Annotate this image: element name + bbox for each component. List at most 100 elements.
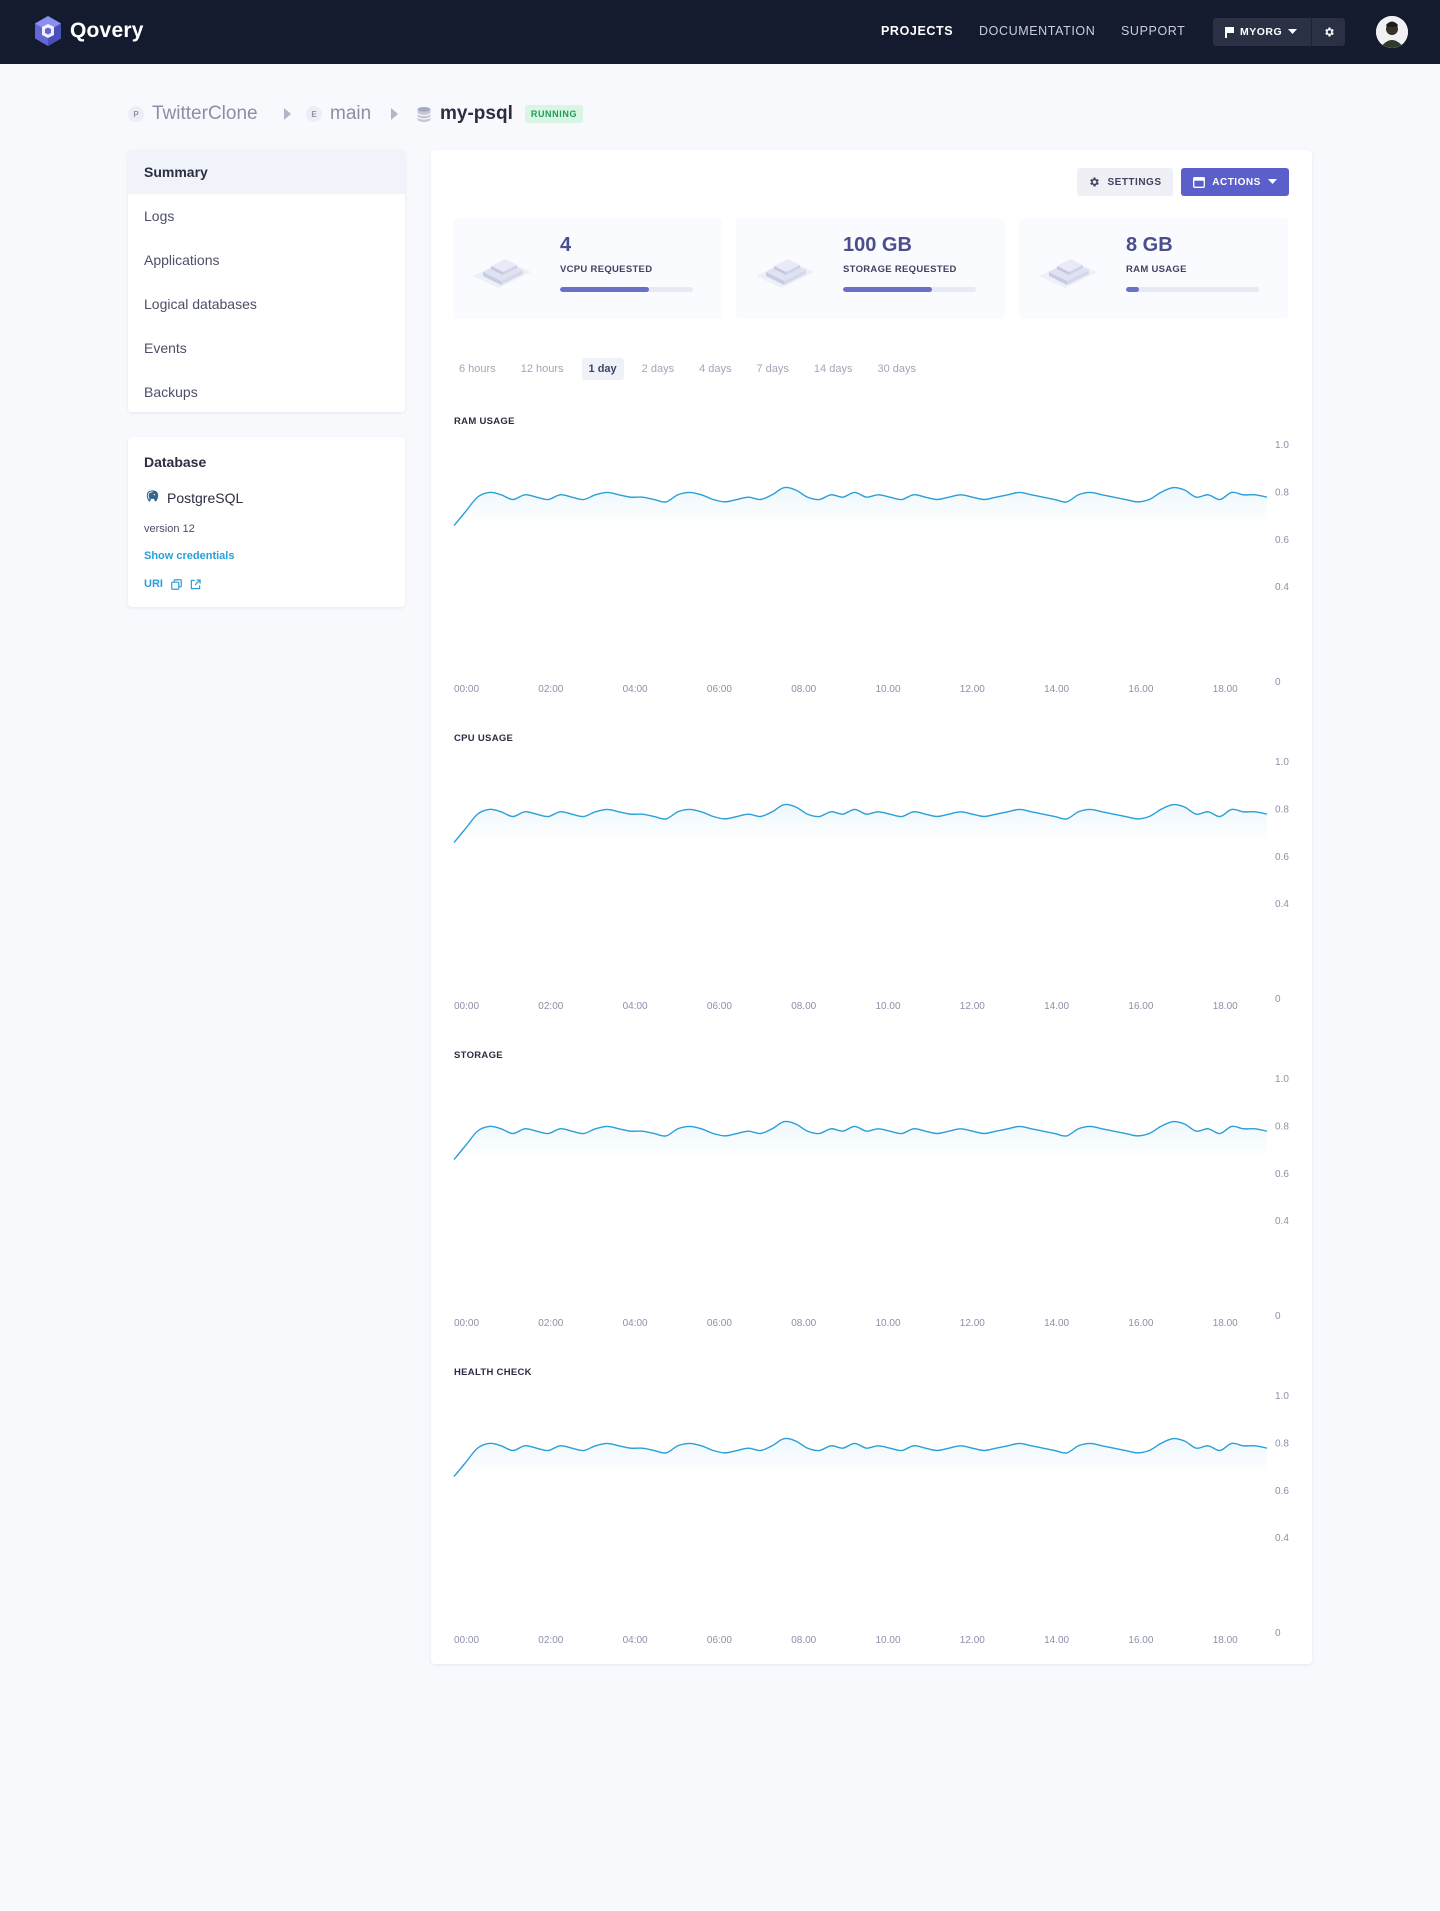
stat-label: STORAGE REQUESTED — [843, 264, 957, 275]
y-tick-label: 0.8 — [1275, 487, 1289, 498]
chart-health-check: HEALTH CHECK 1.0 0.8 0.6 0.4 0 00:00 02:00 04:0… — [431, 1367, 1312, 1657]
org-settings-button[interactable] — [1311, 18, 1345, 46]
x-tick-label: 10.00 — [876, 1001, 901, 1012]
y-tick-label: 0.4 — [1275, 582, 1289, 593]
x-tick-label: 02:00 — [538, 1635, 563, 1646]
main-panel: SETTINGS ACTIONS 4 VCPU REQUESTED — [431, 150, 1312, 1664]
stat-card-vcpu: 4 VCPU REQUESTED — [453, 218, 722, 319]
x-tick-label: 06:00 — [707, 1318, 732, 1329]
x-tick-label: 10.00 — [876, 684, 901, 695]
x-tick-label: 14.00 — [1044, 1001, 1069, 1012]
org-name: MYORG — [1240, 26, 1283, 38]
x-tick-label: 14.00 — [1044, 1635, 1069, 1646]
x-tick-label: 06:00 — [707, 684, 732, 695]
stat-label: VCPU REQUESTED — [560, 264, 653, 275]
y-tick-label: 0 — [1275, 994, 1281, 1005]
time-range-option[interactable]: 30 days — [877, 363, 916, 375]
breadcrumb-project[interactable]: P TwitterClone — [128, 100, 258, 128]
brand-logo[interactable]: Qovery — [34, 15, 144, 47]
copy-icon[interactable] — [171, 578, 182, 590]
time-range-option[interactable]: 4 days — [699, 363, 732, 375]
time-range-selector: 6 hours 12 hours 1 day 2 days 4 days 7 d… — [452, 358, 934, 380]
time-range-option[interactable]: 14 days — [813, 363, 853, 375]
nav-link-support[interactable]: SUPPORT — [1121, 24, 1186, 38]
x-tick-label: 00:00 — [454, 1318, 479, 1329]
y-tick-label: 1.0 — [1275, 440, 1289, 451]
chart-plot: 1.0 0.8 0.6 0.4 0 00:00 02:00 04:00 06:00 08.00 10… — [453, 440, 1289, 695]
stat-card-storage: 100 GB STORAGE REQUESTED — [736, 218, 1005, 319]
chart-plot: 1.0 0.8 0.6 0.4 0 00:00 02:00 04:00 06:00 08.00 10… — [453, 1074, 1289, 1329]
nav-link-documentation[interactable]: DOCUMENTATION — [979, 24, 1096, 38]
user-avatar[interactable] — [1376, 16, 1408, 48]
x-tick-label: 14.00 — [1044, 684, 1069, 695]
time-range-option[interactable]: 7 days — [756, 363, 789, 375]
qovery-logo-icon — [35, 16, 61, 46]
sidebar-item-applications[interactable]: Applications — [144, 252, 220, 268]
x-tick-label: 12.00 — [960, 1635, 985, 1646]
x-tick-label: 16.00 — [1128, 1635, 1153, 1646]
database-engine: PostgreSQL — [144, 489, 243, 506]
actions-button-label: ACTIONS — [1212, 176, 1261, 188]
y-tick-label: 0.4 — [1275, 899, 1289, 910]
time-range-option[interactable]: 2 days — [641, 363, 675, 375]
stat-progress-bar — [1126, 287, 1259, 292]
breadcrumb-separator-icon — [391, 108, 398, 120]
x-tick-label: 08.00 — [791, 1318, 816, 1329]
brand-name: Qovery — [70, 19, 144, 42]
series-line — [453, 1120, 1268, 1161]
y-tick-label: 1.0 — [1275, 1074, 1289, 1085]
org-flag-icon — [1225, 26, 1234, 38]
y-tick-label: 0.6 — [1275, 1169, 1289, 1180]
server-illustration-icon — [756, 259, 814, 288]
page-title: my-psql — [440, 103, 513, 124]
stat-value: 4 — [560, 234, 572, 256]
x-tick-label: 18.00 — [1213, 1318, 1238, 1329]
x-tick-label: 00:00 — [454, 684, 479, 695]
x-tick-label: 04:00 — [623, 1635, 648, 1646]
show-credentials-link[interactable]: Show credentials — [144, 550, 235, 562]
y-tick-label: 0.4 — [1275, 1533, 1289, 1544]
org-switcher: MYORG — [1213, 18, 1345, 46]
breadcrumb-project-name: TwitterClone — [152, 103, 258, 124]
org-select[interactable]: MYORG — [1213, 18, 1311, 46]
sidebar-item-summary[interactable]: Summary — [128, 150, 405, 194]
time-range-option[interactable]: 12 hours — [520, 363, 564, 375]
y-tick-label: 0.6 — [1275, 535, 1289, 546]
time-range-option[interactable]: 1 day — [581, 358, 624, 380]
x-tick-label: 02:00 — [538, 1318, 563, 1329]
y-tick-label: 0.8 — [1275, 1121, 1289, 1132]
y-tick-label: 0 — [1275, 1311, 1281, 1322]
sidebar-item-backups[interactable]: Backups — [144, 384, 198, 400]
x-tick-label: 16.00 — [1128, 1001, 1153, 1012]
sidebar-item-logical-databases[interactable]: Logical databases — [144, 296, 257, 312]
chart-title: RAM USAGE — [454, 416, 515, 427]
x-tick-label: 04:00 — [623, 1318, 648, 1329]
stat-progress-fill — [843, 287, 933, 292]
database-uri: URI — [144, 578, 201, 590]
breadcrumb-environment-name: main — [330, 103, 372, 124]
y-tick-label: 1.0 — [1275, 1391, 1289, 1402]
x-tick-label: 06:00 — [707, 1635, 732, 1646]
x-tick-label: 18.00 — [1213, 1001, 1238, 1012]
breadcrumb-environment[interactable]: E main — [306, 100, 371, 128]
settings-button[interactable]: SETTINGS — [1077, 168, 1173, 196]
database-version: version 12 — [144, 523, 195, 535]
stat-card-ram: 8 GB RAM USAGE — [1019, 218, 1288, 319]
actions-button[interactable]: ACTIONS — [1181, 168, 1289, 196]
top-navbar: Qovery PROJECTS DOCUMENTATION SUPPORT MY… — [0, 0, 1440, 64]
time-range-option[interactable]: 6 hours — [459, 363, 496, 375]
series-line — [453, 803, 1268, 844]
nav-link-projects[interactable]: PROJECTS — [881, 24, 954, 38]
uri-label[interactable]: URI — [144, 578, 163, 590]
stat-progress-fill — [1126, 287, 1140, 292]
chart-ram-usage: RAM USAGE 1.0 0.8 0.6 0.4 0 00:00 02:00 04:00 06… — [431, 416, 1312, 706]
breadcrumb-separator-icon — [284, 108, 291, 120]
external-link-icon[interactable] — [190, 578, 201, 590]
x-tick-label: 08.00 — [791, 684, 816, 695]
x-tick-label: 04:00 — [623, 1001, 648, 1012]
x-tick-label: 02:00 — [538, 684, 563, 695]
sidebar-item-events[interactable]: Events — [144, 340, 187, 356]
y-tick-label: 0 — [1275, 1628, 1281, 1639]
sidebar-item-logs[interactable]: Logs — [144, 208, 175, 224]
y-tick-label: 1.0 — [1275, 757, 1289, 768]
